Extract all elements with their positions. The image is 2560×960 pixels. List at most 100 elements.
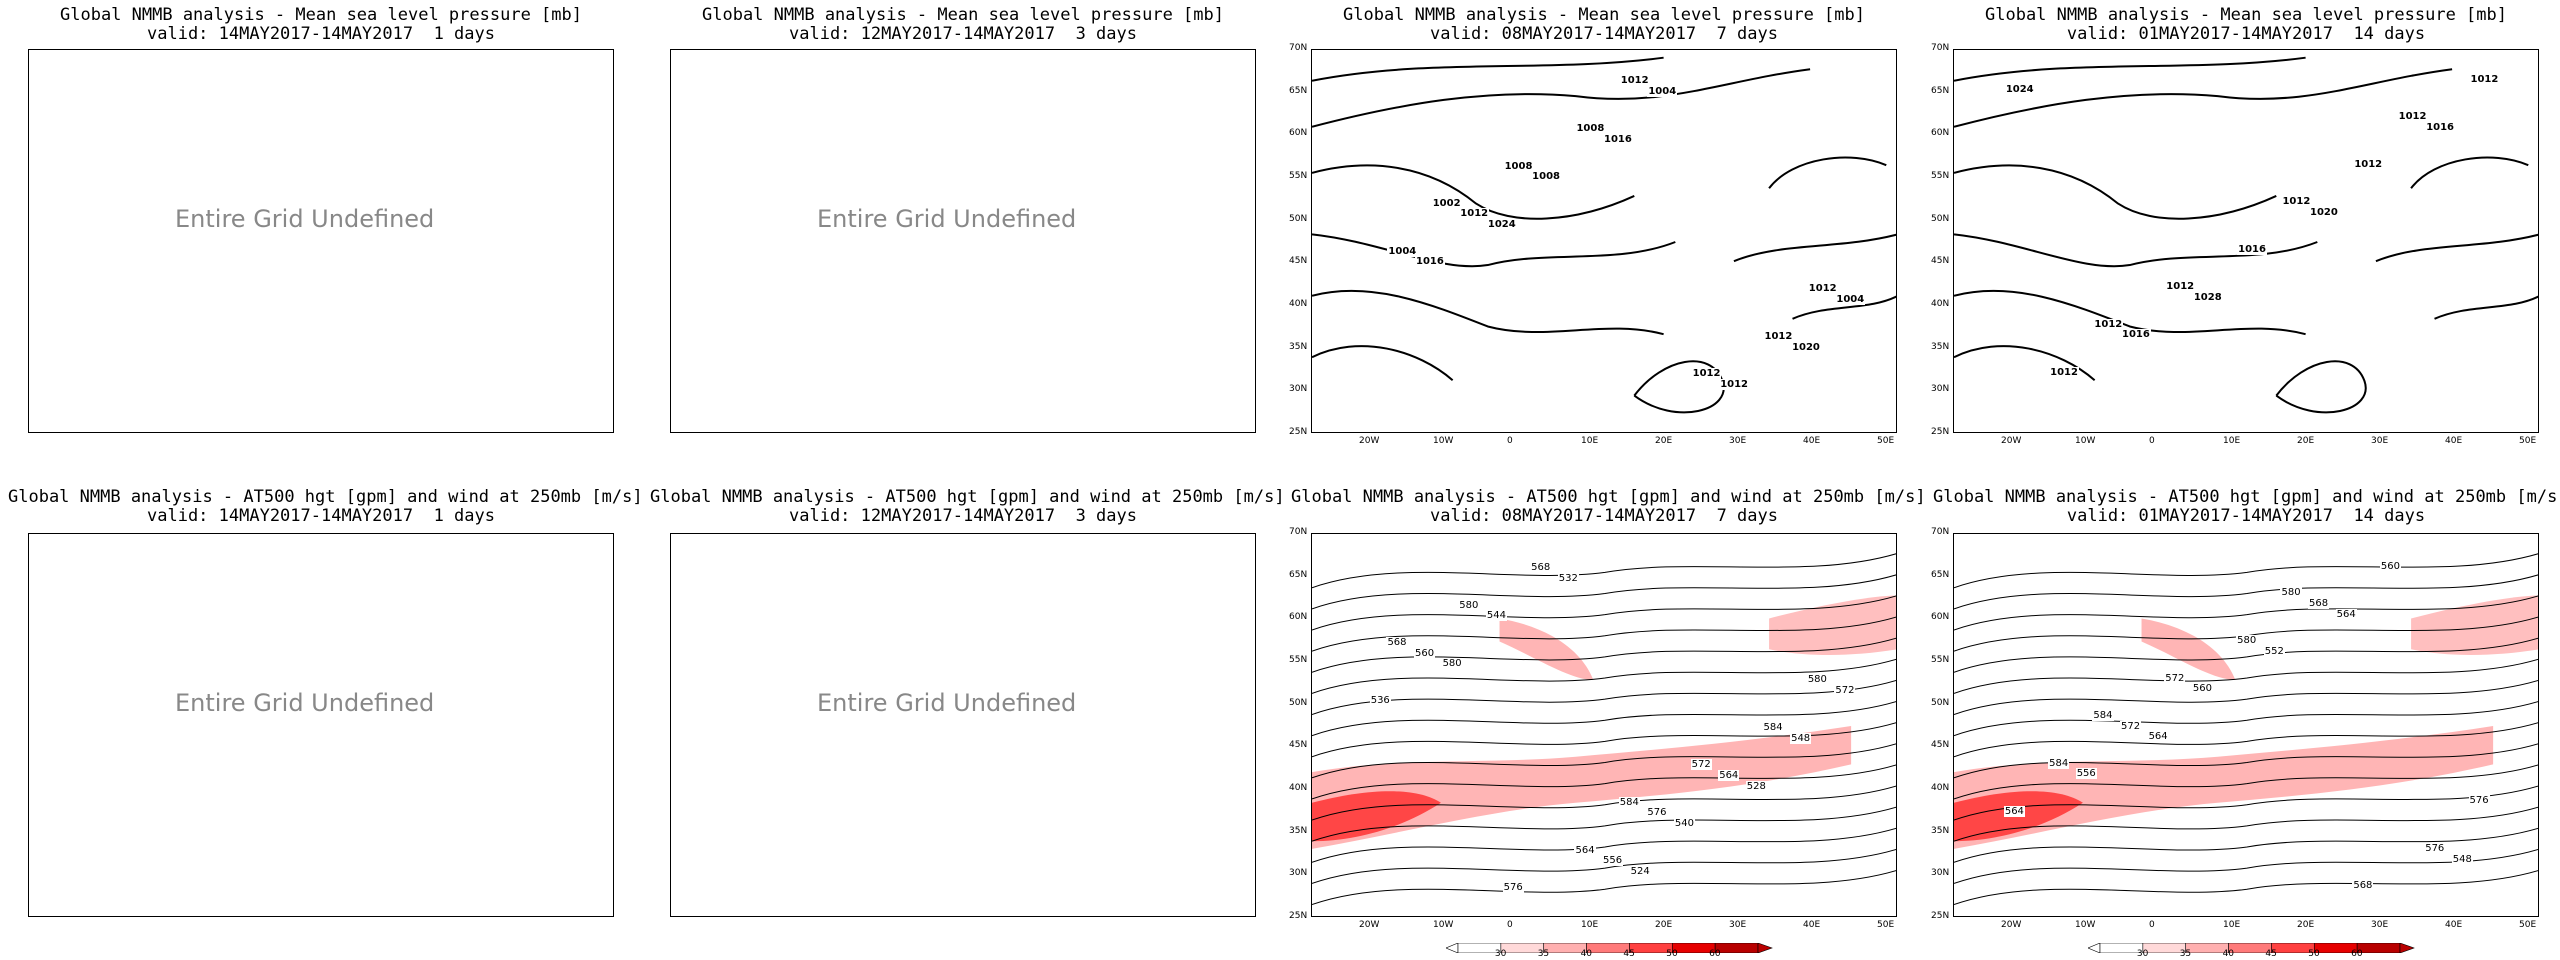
coastline (993, 102, 1084, 161)
contour-label: 1008 (1531, 171, 1561, 183)
latitude-tick: 30N (1289, 384, 1308, 395)
latitude-tick: 45N (1289, 740, 1308, 751)
latitude-tick: 50N (1931, 697, 1950, 708)
latitude-tick: 25N (1289, 911, 1308, 921)
latitude-tick: 70N (1931, 527, 1950, 537)
contour-label: 1016 (2237, 244, 2267, 256)
coastline (1040, 749, 1140, 772)
contour-label: 576 (1646, 807, 1668, 819)
coastline (1746, 711, 1816, 746)
coastline (1441, 764, 1505, 814)
coastline (2388, 711, 2458, 746)
coastline-layer (1954, 63, 2539, 433)
country-border (252, 657, 416, 672)
coastline (398, 749, 498, 772)
panel-title: Global NMMB analysis - Mean sea level pr… (1985, 5, 2507, 25)
contour-label: 528 (1745, 780, 1767, 792)
latitude-tick: 70N (1289, 43, 1308, 53)
contour-line (1954, 291, 2306, 334)
coastline (999, 764, 1040, 818)
coastline (1423, 209, 1442, 222)
country-border (263, 211, 451, 226)
contour-line (1954, 659, 2539, 694)
coastline (1523, 63, 1675, 169)
panel-valid-date: valid: 08MAY2017-14MAY2017 7 days (1430, 506, 1778, 526)
latitude-tick: 60N (1931, 128, 1950, 139)
country-border (1081, 303, 1233, 326)
contour-label: 1012 (1691, 368, 1722, 380)
colorbar-level-label: 45 (2265, 949, 2277, 959)
latitude-tick: 55N (1931, 171, 1950, 181)
lat-lon-grid (1312, 50, 1897, 433)
coastline (29, 822, 614, 917)
longitude-tick: 10W (1433, 920, 1454, 930)
coastline (1634, 102, 1725, 161)
contour-line (1312, 638, 1897, 673)
country-border (2364, 649, 2493, 703)
coastline (923, 745, 976, 806)
contour-line (1312, 701, 1897, 736)
coastline (2083, 280, 2147, 330)
contour-line (1312, 807, 1897, 842)
contour-line (1312, 722, 1897, 757)
contour-line (1954, 574, 2539, 609)
contour-label: 1012 (2165, 281, 2196, 293)
contour-line (1312, 680, 1897, 715)
colorbar-level-label: 35 (2179, 949, 2192, 959)
latitude-tick: 30N (1931, 384, 1950, 395)
country-border (2364, 787, 2516, 810)
country-border (2364, 165, 2493, 219)
contour-line (1954, 786, 2539, 821)
colorbar-swatch (1714, 942, 1759, 954)
longitude-tick: 10E (2223, 920, 2241, 930)
coastline (2118, 703, 2212, 772)
map-canvas (29, 534, 614, 917)
contour-label: 572 (2164, 672, 2186, 684)
latitude-tick: 70N (1289, 527, 1308, 537)
contour-line (1312, 595, 1897, 630)
coastline (29, 338, 614, 433)
latitude-tick: 25N (1931, 427, 1950, 437)
coastline (1564, 261, 1617, 322)
latitude-tick: 50N (1931, 213, 1950, 224)
country-border (1828, 611, 1875, 672)
latitude-tick: 65N (1931, 569, 1950, 580)
contour-line (1312, 786, 1897, 821)
contour-label: 1016 (1603, 133, 1633, 145)
longitude-tick: 40E (1803, 920, 1821, 930)
map-canvas (29, 50, 614, 433)
longitude-tick: 10E (1581, 920, 1599, 930)
wind-speed-shading (2411, 595, 2538, 655)
undefined-grid-message: Entire Grid Undefined (817, 689, 1077, 717)
contour-label: 568 (2308, 597, 2330, 609)
country-border (1535, 173, 1699, 188)
coastline (1476, 703, 1570, 772)
country-border (941, 242, 1070, 257)
coastline (800, 764, 864, 814)
longitude-tick: 20W (1359, 436, 1380, 446)
latitude-tick: 40N (1289, 299, 1308, 309)
longitude-tick: 20W (2001, 436, 2022, 446)
coastline (398, 265, 498, 288)
panel-valid-date: valid: 12MAY2017-14MAY2017 3 days (789, 506, 1137, 526)
contour-line (1954, 701, 2539, 736)
coastline (158, 280, 222, 330)
contour-line (1312, 165, 1634, 218)
country-border (1081, 787, 1233, 810)
contour-label: 1012 (1459, 208, 1490, 220)
longitude-tick: 10W (2075, 920, 2096, 930)
coastline (923, 261, 976, 322)
country-border (1187, 127, 1234, 188)
longitude-tick: 10E (1581, 436, 1599, 446)
coastline (1681, 265, 1781, 288)
contour-line (1312, 743, 1897, 778)
contour-label: 580 (1458, 599, 1480, 611)
coastline (1040, 265, 1140, 288)
coastline (158, 764, 222, 814)
coastline (835, 703, 929, 772)
latitude-tick: 40N (1931, 299, 1950, 309)
contour-label: 584 (1762, 722, 1784, 734)
colorbar-level-label: 60 (1709, 949, 1721, 959)
contour-line (1634, 361, 1723, 412)
country-border (439, 787, 591, 810)
